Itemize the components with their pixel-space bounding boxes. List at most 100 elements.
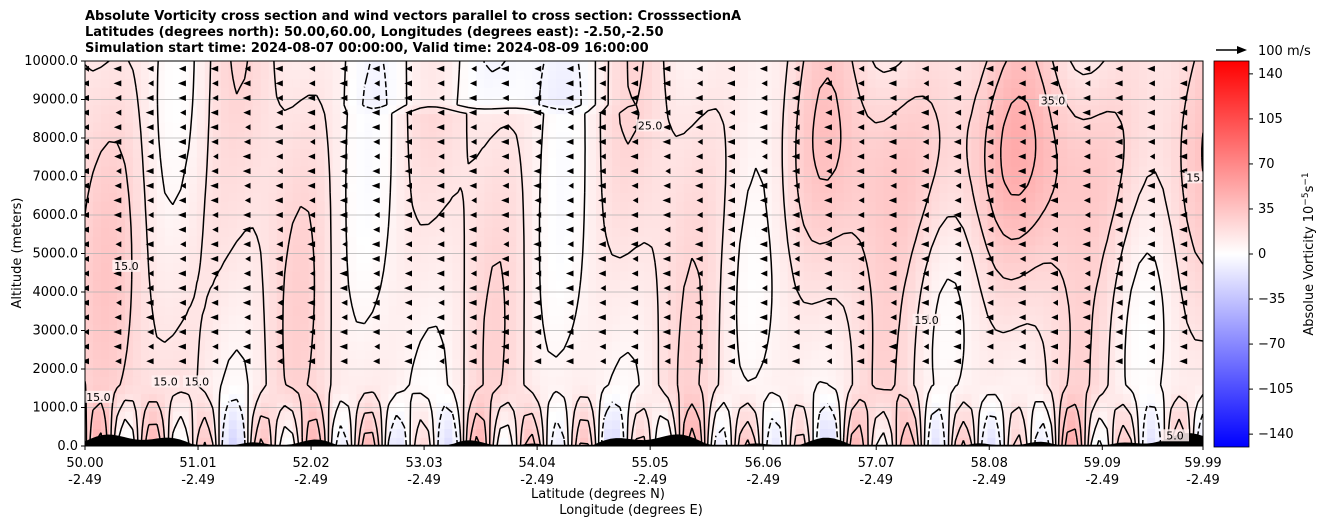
field-cell	[1147, 148, 1156, 158]
field-cell	[691, 419, 701, 430]
field-cell	[444, 166, 453, 176]
field-cell	[540, 297, 549, 307]
field-cell	[1163, 411, 1172, 421]
field-cell	[859, 393, 869, 403]
field-cell	[588, 358, 597, 368]
field-cell	[380, 157, 390, 167]
field-cell	[212, 393, 222, 403]
field-cell	[516, 262, 525, 272]
field-cell	[819, 244, 829, 255]
field-cell	[356, 332, 366, 342]
field-cell	[612, 192, 621, 202]
field-cell	[667, 428, 677, 438]
field-cell	[755, 323, 765, 333]
field-cell	[628, 402, 637, 412]
field-cell	[931, 253, 941, 263]
field-cell	[1187, 279, 1196, 290]
field-cell	[1179, 201, 1188, 211]
field-cell	[404, 332, 414, 342]
field-cell	[1059, 192, 1068, 202]
field-cell	[1099, 279, 1108, 290]
field-cell	[971, 367, 980, 377]
field-cell	[651, 332, 661, 342]
field-cell	[532, 218, 541, 228]
field-cell	[588, 323, 597, 333]
field-cell	[947, 253, 957, 263]
field-cell	[1195, 157, 1203, 167]
field-cell	[803, 314, 813, 325]
field-cell	[628, 297, 637, 307]
field-cell	[180, 306, 190, 316]
field-cell	[915, 437, 925, 446]
field-cell	[188, 131, 198, 141]
field-cell	[244, 139, 254, 150]
field-cell	[723, 227, 733, 237]
field-cell	[620, 244, 629, 255]
field-cell	[1099, 183, 1108, 193]
field-cell	[636, 192, 645, 202]
field-cell	[284, 428, 294, 438]
field-cell	[428, 306, 437, 316]
field-cell	[628, 367, 637, 377]
field-cell	[388, 148, 398, 158]
field-cell	[827, 393, 837, 403]
field-cell	[556, 323, 565, 333]
field-cell	[628, 358, 637, 368]
field-cell	[1027, 148, 1036, 158]
field-cell	[276, 218, 286, 228]
field-cell	[819, 279, 829, 290]
field-cell	[396, 376, 406, 386]
field-cell	[691, 209, 701, 220]
field-cell	[452, 332, 461, 342]
field-cell	[420, 384, 429, 395]
field-cell	[172, 218, 182, 228]
field-cell	[1099, 437, 1108, 446]
field-cell	[540, 148, 549, 158]
field-cell	[516, 227, 525, 237]
field-cell	[667, 166, 677, 176]
field-cell	[372, 314, 382, 325]
field-cell	[963, 209, 973, 220]
field-cell	[667, 271, 677, 281]
field-cell	[292, 148, 302, 158]
field-cell	[452, 166, 461, 176]
field-cell	[420, 139, 429, 150]
field-cell	[979, 349, 988, 360]
field-cell	[300, 367, 310, 377]
field-cell	[771, 428, 781, 438]
field-cell	[644, 244, 653, 255]
field-cell	[939, 148, 949, 158]
field-cell	[963, 402, 973, 412]
field-cell	[827, 428, 837, 438]
field-cell	[148, 288, 158, 298]
field-cell	[644, 314, 653, 325]
field-cell	[683, 393, 693, 403]
field-cell	[452, 419, 461, 430]
field-cell	[436, 218, 445, 228]
field-cell	[715, 166, 725, 176]
field-cell	[484, 323, 493, 333]
field-cell	[308, 402, 318, 412]
field-cell	[851, 279, 861, 290]
field-cell	[835, 314, 845, 325]
field-cell	[659, 402, 669, 412]
field-cell	[372, 192, 382, 202]
field-cell	[156, 192, 166, 202]
field-cell	[236, 174, 246, 185]
field-cell	[875, 244, 885, 255]
field-cell	[1099, 262, 1108, 272]
field-cell	[755, 332, 765, 342]
field-cell	[204, 209, 214, 220]
field-cell	[699, 244, 709, 255]
field-cell	[859, 218, 869, 228]
field-cell	[348, 183, 358, 193]
field-cell	[132, 131, 142, 141]
field-cell	[739, 349, 749, 360]
field-cell	[1035, 411, 1044, 421]
field-cell	[1171, 279, 1180, 290]
field-cell	[444, 183, 453, 193]
field-cell	[947, 376, 957, 386]
field-cell	[771, 279, 781, 290]
field-cell	[164, 271, 174, 281]
field-cell	[931, 411, 941, 421]
